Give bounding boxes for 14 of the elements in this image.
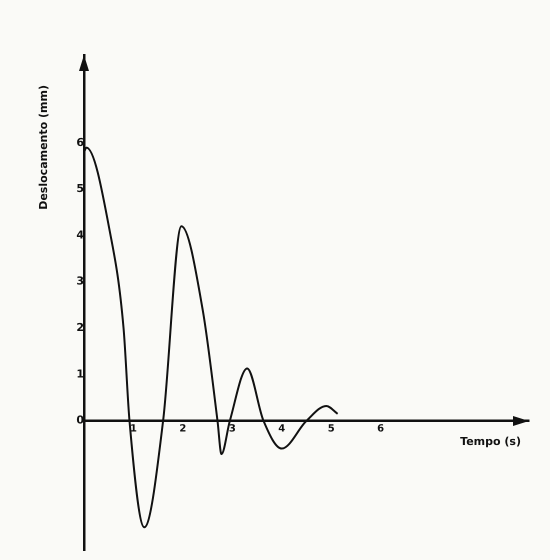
x-tick-label: 1 [130,423,137,434]
y-tick-label: 2 [76,321,84,334]
x-tick-label: 3 [228,423,236,434]
x-tick-label: 4 [278,423,286,434]
x-axis-title: Tempo (s) [460,435,521,448]
x-tick-label: 5 [328,423,335,434]
y-tick-label: 1 [76,367,84,380]
x-tick-label: 6 [377,423,384,434]
y-tick-label: 5 [76,182,84,196]
y-tick-label: 4 [76,228,84,242]
y-axis-title: Deslocamento (mm) [36,85,50,210]
x-tick-label: 2 [179,423,186,434]
y-tick-label: 6 [76,136,84,149]
y-tick-label: 3 [76,274,84,288]
